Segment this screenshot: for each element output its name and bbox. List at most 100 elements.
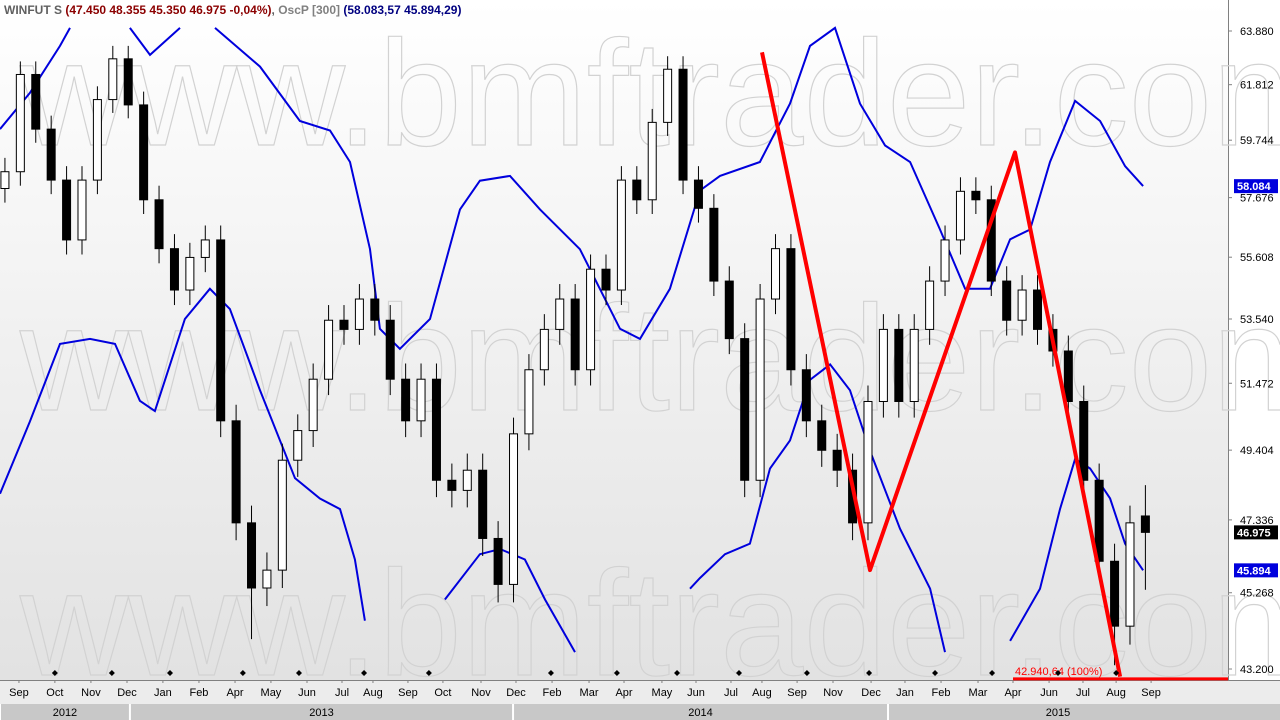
watermark: www.bmftrader.com [19,274,1280,442]
candle-body [1079,400,1089,481]
pattern-line [760,51,1123,677]
candle-body [863,400,873,524]
candle-body [832,449,842,471]
x-tick-label: Nov [823,687,843,699]
candle-body [555,298,565,330]
y-tick-label: 59.744 [1240,135,1274,147]
candle-body [231,420,241,524]
y-tick-label: 45.268 [1240,588,1274,600]
y-tick-label: 57.676 [1240,193,1274,205]
candle-body [986,199,996,282]
x-tick-label: Nov [471,687,491,699]
x-tick-label: Jul [1076,687,1090,699]
quote: (47.450 48.355 45.350 46.975 -0,04%) [65,3,271,17]
event-marker [361,670,368,676]
candle-body [108,58,118,101]
event-marker [674,670,681,676]
candle-body [878,328,888,402]
candle-body [570,298,580,371]
candle-body [601,268,611,291]
month-axis [0,680,1280,704]
candle-body [0,171,10,190]
event-marker [866,670,873,676]
candle-body [493,537,503,585]
x-tick-label: Feb [932,687,951,699]
chart-header: WINFUT S (47.450 48.355 45.350 46.975 -0… [4,3,461,17]
candle-body [1017,289,1027,321]
year-axis [0,704,1280,720]
x-tick-label: Nov [81,687,101,699]
event-marker [239,670,246,676]
year-label: 2015 [1046,707,1070,719]
price-tag [1234,563,1278,578]
indicator-values: (58.083,57 45.894,29) [343,3,461,17]
year-label: 2014 [688,707,712,719]
candle-body [478,469,488,539]
y-tick-label: 63.880 [1240,26,1274,38]
event-marker [1113,670,1120,676]
x-tick-label: Feb [543,687,562,699]
candle-body [1110,560,1120,627]
event-marker [1055,670,1062,676]
price-tag-label: 45.894 [1237,565,1272,577]
x-tick-label: Dec [117,687,137,699]
event-marker [295,670,302,676]
candle-body [709,207,719,282]
x-tick-label: Oct [434,687,451,699]
x-tick-label: Aug [752,687,772,699]
event-marker [51,670,58,676]
candle-body [955,190,965,241]
candle-body [185,256,195,291]
x-tick-label: Jun [687,687,705,699]
candle-body [339,319,349,330]
candle-body [663,68,673,123]
price-tag [1234,179,1278,194]
candle-body [277,459,287,571]
price-tag-label: 46.975 [1237,527,1271,539]
x-tick-label: Jun [298,687,316,699]
candle-body [894,328,904,402]
candle-body [385,319,395,380]
x-tick-label: Jul [724,687,738,699]
year-label: 2012 [53,707,77,719]
y-tick-label: 49.404 [1240,445,1274,457]
candle-body [586,268,596,371]
candle-body [925,280,935,330]
candle-body [416,378,426,422]
y-tick-label: 47.336 [1240,515,1274,527]
candle-body [169,248,179,291]
event-marker [108,670,115,676]
x-tick-label: Sep [9,687,29,699]
plot-background [0,0,1228,680]
x-tick-label: Jan [154,687,172,699]
candle-body [200,239,210,258]
candle-body [1033,289,1043,330]
candle-body [123,58,133,106]
year-label: 2013 [309,707,333,719]
x-tick-label: Dec [861,687,881,699]
candle-body [647,121,657,201]
candle-body [1063,350,1073,402]
x-tick-label: Aug [363,687,383,699]
candle-body [1140,515,1150,533]
indicator: OscP [300] [278,3,340,17]
candle-body [724,280,734,340]
x-tick-label: Sep [398,687,418,699]
candle-body [15,73,25,173]
price-tag [1234,525,1278,540]
event-marker [547,670,554,676]
x-tick-label: Apr [615,687,632,699]
y-tick-label: 55.608 [1240,252,1274,264]
candle-body [632,179,642,201]
x-tick-label: Sep [1141,687,1161,699]
candle-body [740,338,750,481]
candle-body [370,298,380,321]
symbol: WINFUT S [4,3,62,17]
candle-body [447,479,457,491]
candle-body [431,378,441,481]
x-tick-label: Mar [580,687,599,699]
candle-body [62,179,72,241]
event-marker [803,670,810,676]
x-tick-label: Sep [787,687,807,699]
